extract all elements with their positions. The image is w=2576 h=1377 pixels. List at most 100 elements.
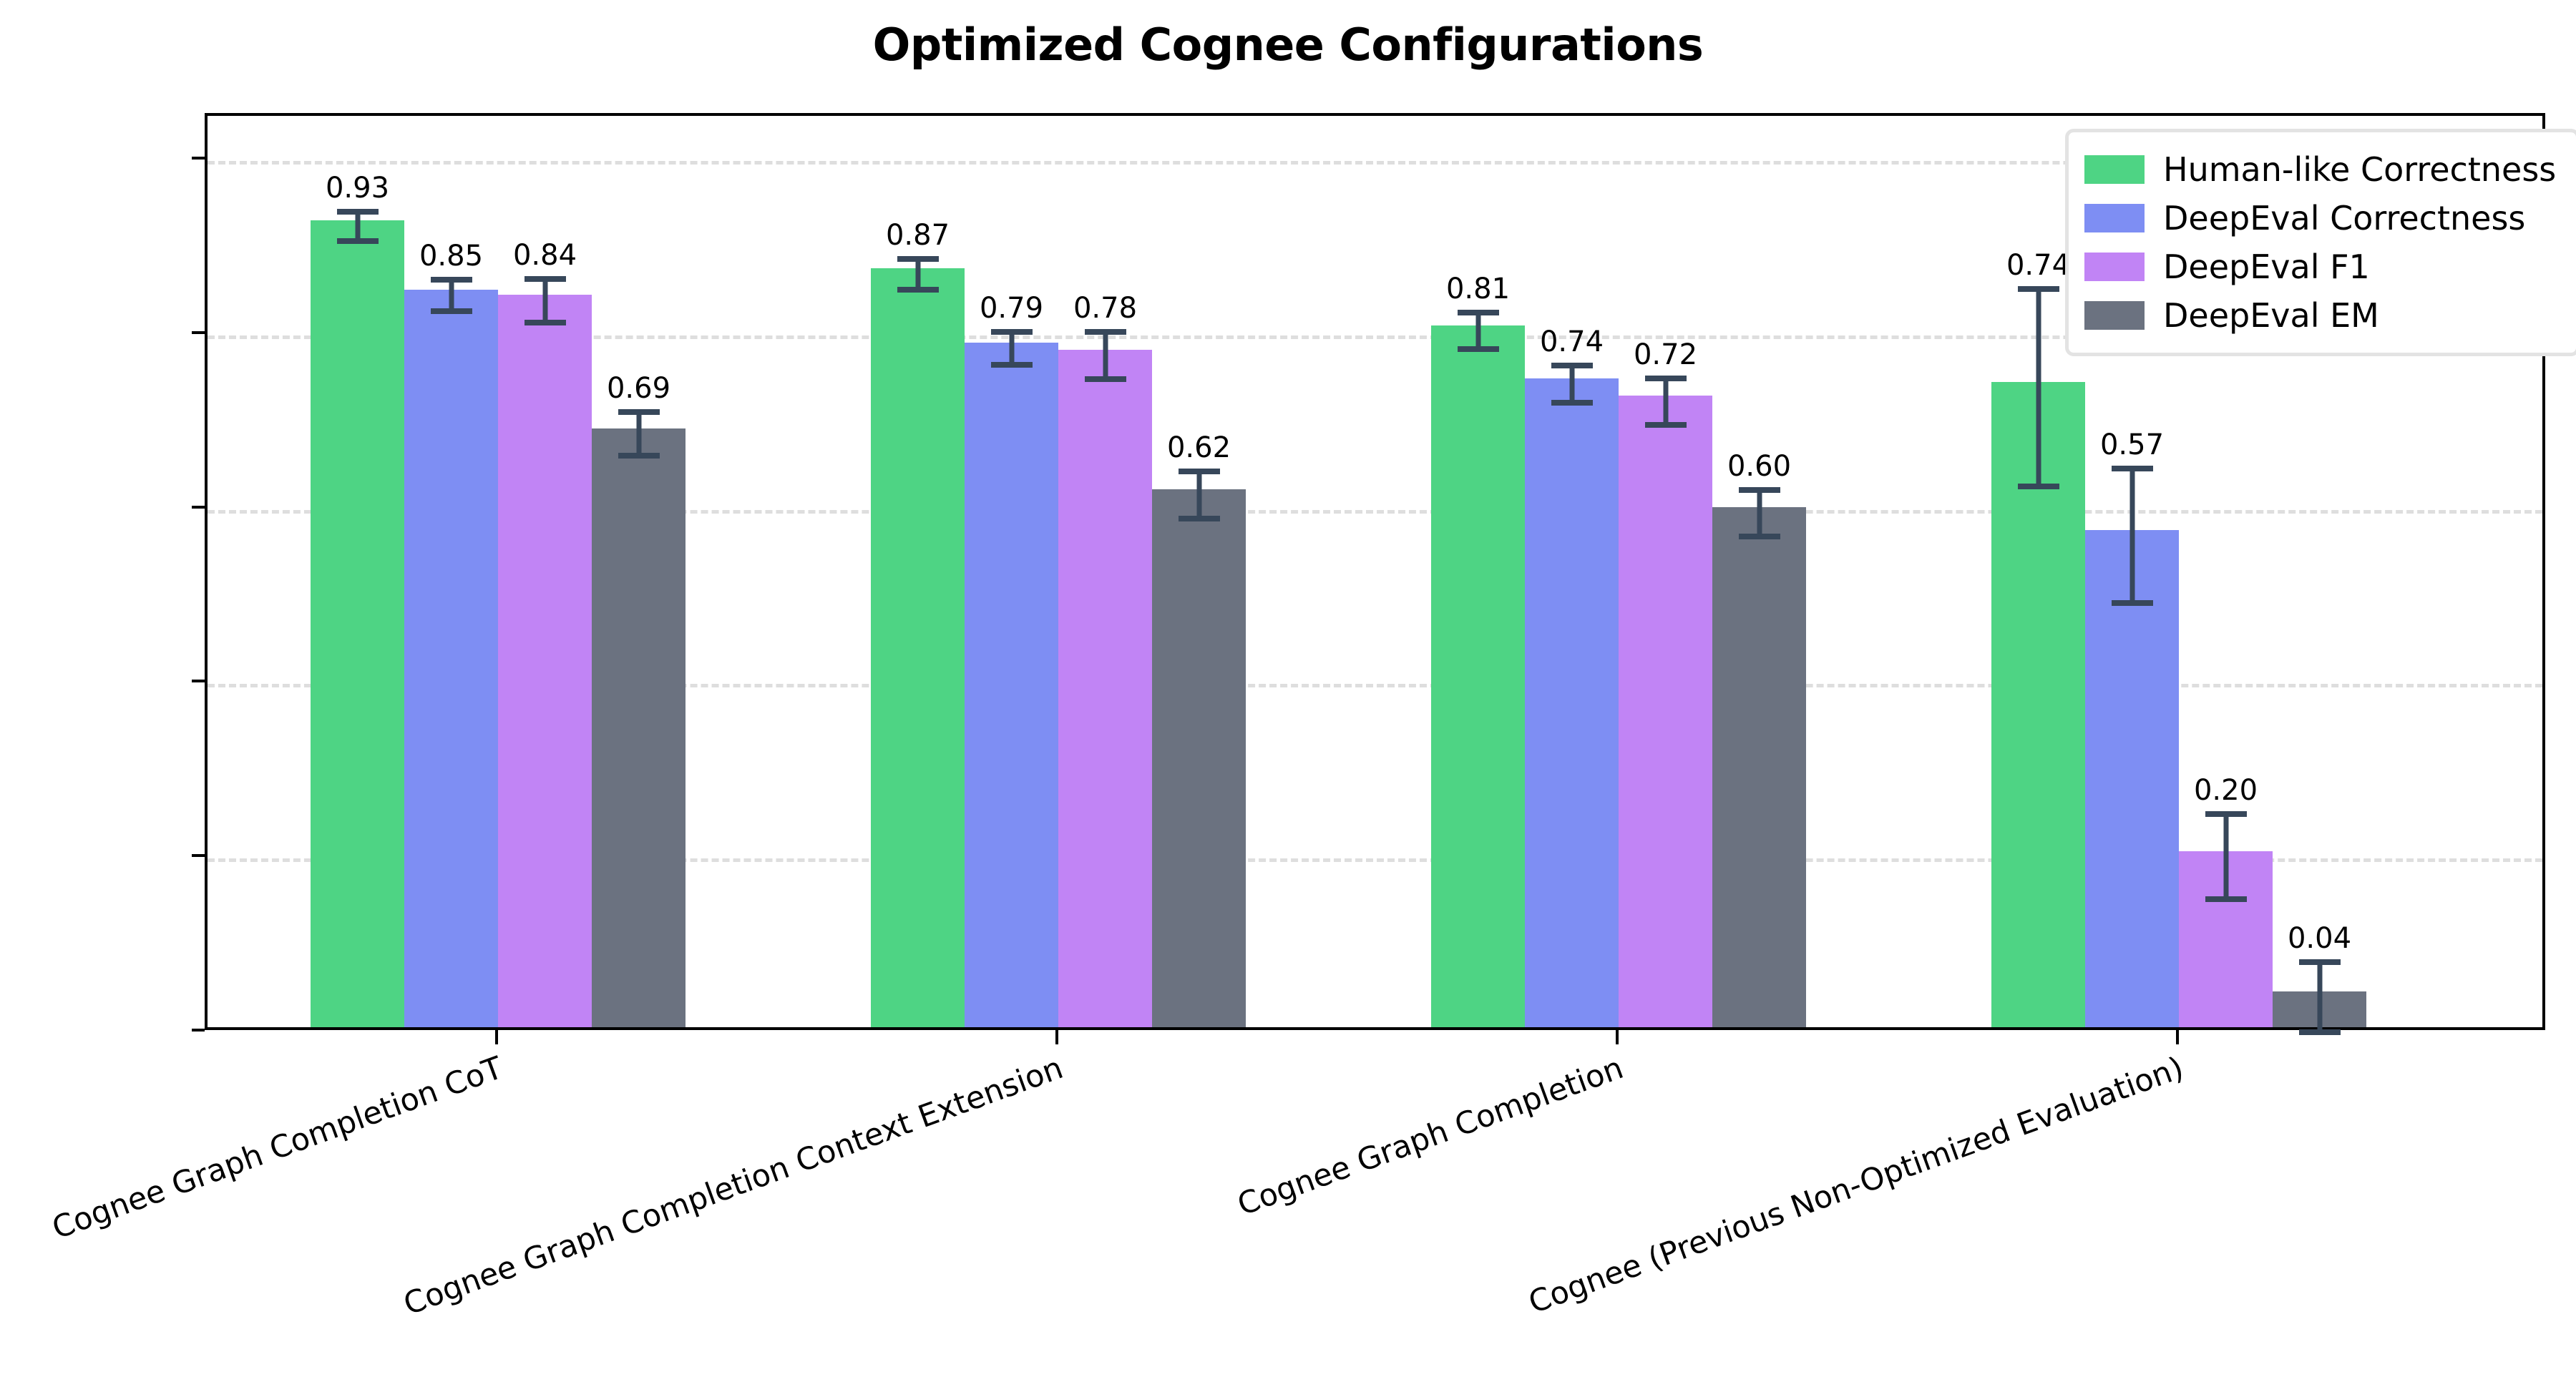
error-bar-cap-lower [1551,399,1593,406]
bar-value-label: 0.20 [2193,774,2258,808]
error-bar [1475,313,1480,350]
error-bar [1569,366,1574,403]
legend-label: Human-like Correctness [2163,150,2557,189]
error-bar-cap-upper [2111,466,2153,472]
error-bar-cap-upper [1738,486,1780,493]
bar-value-label: 0.79 [979,291,1044,325]
legend-item[interactable]: Human-like Correctness [2084,145,2556,194]
gridline [208,509,2542,514]
x-tick-mark [1055,1030,1058,1044]
bar-value-label: 0.85 [419,239,484,273]
y-tick-mark [192,330,205,334]
error-bar-cap-lower [2298,1029,2341,1035]
error-bar-cap-upper [2017,286,2059,293]
gridline [208,335,2542,339]
error-bar-cap-upper [2205,811,2247,818]
error-bar-cap-lower [1084,376,1126,382]
error-bar [1009,331,1014,366]
error-bar-cap-lower [1738,534,1780,540]
error-bar-cap-lower [524,319,566,325]
legend-label: DeepEval Correctness [2163,199,2526,237]
bar[interactable] [1991,381,2085,1027]
bar-value-label: 0.87 [885,218,950,252]
bar[interactable] [1525,378,1619,1027]
error-bar [1196,471,1201,519]
figure-canvas: Optimized Cognee Configurations Score 0.… [47,19,2576,1323]
bar[interactable] [498,295,592,1027]
error-bar-cap-upper [1551,363,1593,369]
x-tick-label: Cognee Graph Completion CoT [47,1050,508,1247]
bar[interactable] [1058,349,1152,1027]
error-bar-cap-lower [1644,422,1687,428]
bar-value-label: 0.62 [1166,431,1231,464]
y-tick-mark [192,854,205,858]
bar[interactable] [311,220,404,1027]
legend-swatch [2084,253,2145,281]
legend-swatch [2084,301,2145,330]
error-bar [1757,489,1762,537]
bar-value-label: 0.93 [325,171,390,205]
error-bar-cap-upper [897,255,939,262]
error-bar [636,412,641,456]
legend-item[interactable]: DeepEval Correctness [2084,194,2556,242]
y-tick-mark [192,1029,205,1031]
bar[interactable] [592,428,686,1027]
legend-label: DeepEval EM [2163,296,2379,335]
error-bar-cap-upper [336,208,379,215]
bar[interactable] [1152,489,1246,1027]
bar-value-label: 0.04 [2287,922,2352,956]
y-tick-mark [192,505,205,509]
bar[interactable] [2085,530,2179,1027]
bar[interactable] [965,343,1058,1027]
error-bar [542,278,547,323]
error-bar-cap-lower [336,238,379,245]
x-tick-mark [2176,1030,2179,1044]
error-bar-cap-lower [2017,483,2059,489]
gridline [208,858,2542,863]
error-bar-cap-lower [2205,896,2247,903]
bar[interactable] [1712,507,1806,1027]
error-bar-cap-lower [1457,346,1499,353]
bar-value-label: 0.84 [512,238,577,272]
error-bar [2129,469,2135,604]
bar-value-label: 0.57 [2099,428,2165,462]
error-bar [449,279,454,311]
error-bar [1663,378,1668,426]
bar-value-label: 0.72 [1633,338,1698,371]
bar[interactable] [1619,396,1712,1027]
error-bar-cap-lower [430,308,472,314]
error-bar-cap-lower [2111,600,2153,607]
legend-item[interactable]: DeepEval EM [2084,291,2556,340]
y-tick-mark [192,680,205,683]
chart-legend[interactable]: Human-like Correctness DeepEval Correctne… [2065,129,2576,356]
error-bar-cap-upper [430,276,472,283]
error-bar-cap-upper [990,328,1033,335]
gridline [208,161,2542,165]
legend-item[interactable]: DeepEval F1 [2084,242,2556,291]
bar-value-label: 0.74 [2006,249,2071,283]
error-bar-cap-upper [618,409,660,416]
error-bar-cap-upper [524,275,566,282]
error-bar [2223,814,2228,900]
error-bar-cap-upper [1084,328,1126,335]
error-bar [2317,962,2322,1032]
error-bar-cap-upper [2298,959,2341,966]
bar-value-label: 0.74 [1539,325,1604,359]
error-bar-cap-upper [1178,468,1220,474]
error-bar [1103,331,1108,379]
bar-value-label: 0.60 [1727,449,1792,483]
error-bar-cap-lower [897,287,939,293]
error-bar [915,258,920,290]
chart-title: Optimized Cognee Configurations [872,19,1704,71]
bar-value-label: 0.81 [1445,273,1511,306]
gridline [208,684,2542,688]
legend-swatch [2084,204,2145,232]
error-bar-cap-lower [990,362,1033,368]
error-bar-cap-upper [1457,310,1499,316]
error-bar-cap-lower [1178,515,1220,521]
bar[interactable] [1431,325,1525,1027]
y-tick-mark [192,157,205,160]
bar[interactable] [871,268,965,1027]
legend-label: DeepEval F1 [2163,248,2370,286]
bar[interactable] [404,289,498,1027]
